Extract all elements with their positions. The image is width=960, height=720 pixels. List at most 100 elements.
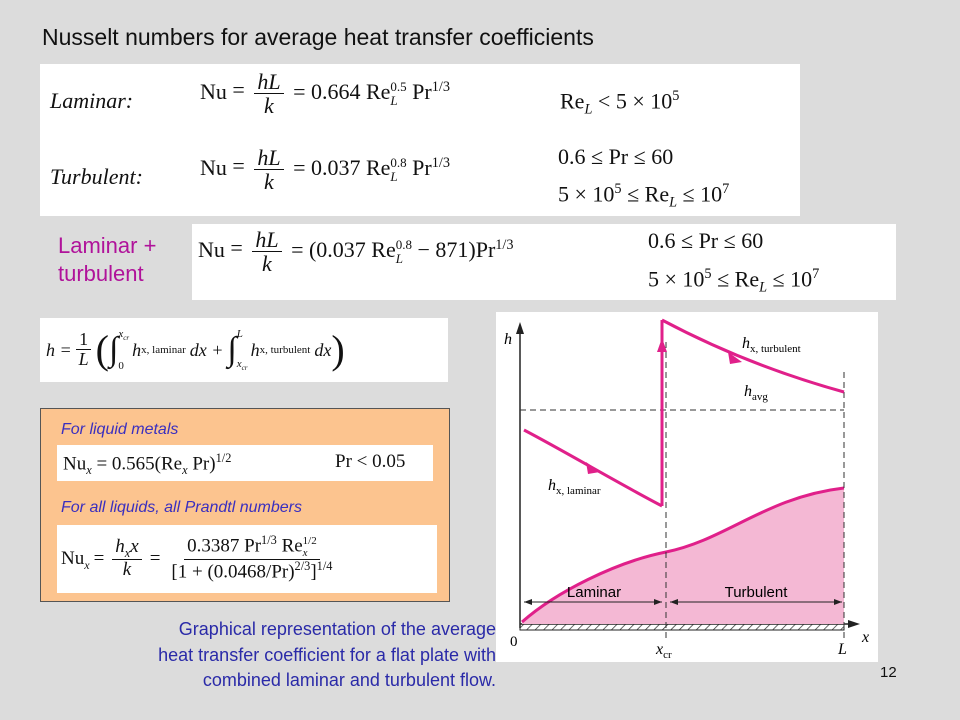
- laminar-region-label: Laminar: [567, 584, 621, 601]
- laminar-re-subscript: L: [390, 93, 398, 109]
- page-number: 12: [880, 664, 897, 681]
- y-axis-arrow: [516, 322, 524, 334]
- nu-symbol: Nu: [198, 237, 225, 263]
- turbulent-condition-1: 0.6 ≤ Pr ≤ 60: [558, 144, 674, 169]
- combined-condition-2: 5 × 105 ≤ ReL ≤ 107: [648, 266, 819, 297]
- comb-cond2-sub: L: [759, 279, 768, 296]
- caption-line3: combined laminar and turbulent flow.: [202, 670, 496, 691]
- integral-sign-1: ∫: [109, 331, 119, 368]
- combined-rhs-a: = (0.037 Re: [291, 237, 396, 263]
- hx-x-over-k-fraction: hxx k: [112, 535, 142, 582]
- flat-plate: [519, 623, 845, 631]
- hL-over-k-fraction: hL k: [254, 146, 284, 195]
- all-den1: k: [122, 559, 132, 581]
- laminar-cond-sub: L: [584, 101, 593, 118]
- combined-re-subscript: L: [395, 251, 403, 267]
- all-num2: 0.3387 Pr: [187, 535, 262, 557]
- turbulent-equation: Nu = hL k = 0.037 Re 0.8 L Pr1/3: [200, 145, 451, 195]
- hL-over-k-fraction: hL k: [252, 228, 282, 276]
- fraction-numerator: 1: [76, 330, 92, 351]
- laminar-cond-rhs: < 5 × 10: [597, 88, 673, 114]
- one-over-L-fraction: 1 L: [76, 330, 92, 370]
- turb-cond2-a: 5 × 10: [558, 181, 615, 207]
- upper-limit-xcr-sub: cr: [123, 334, 130, 343]
- laminar-turbulent-label: Laminar + turbulent: [58, 232, 156, 288]
- all-num1-h: h: [115, 535, 125, 557]
- laminar-condition: ReL < 5 × 105: [560, 88, 679, 119]
- all-num2-exp: 1/3: [261, 533, 277, 548]
- liquid-metals-condition: Pr < 0.05: [335, 451, 406, 472]
- metals-rhs: = 0.565(Re: [96, 453, 183, 475]
- metals-nu-sub: x: [86, 463, 92, 478]
- fraction-numerator: hL: [254, 146, 284, 171]
- metals-nu: Nu: [63, 453, 87, 475]
- laminar-curve-arrow: [586, 462, 600, 474]
- all-num2-re: Re: [281, 535, 303, 557]
- fraction-numerator: hL: [254, 70, 284, 95]
- turb-cond2-sub: L: [669, 194, 678, 211]
- laminar-equation: Nu = hL k = 0.664 Re 0.5 L Pr1/3: [200, 69, 451, 119]
- laminar-re-exponent: 0.5: [390, 78, 407, 94]
- turbulent-pr-exponent: 1/3: [431, 154, 451, 171]
- h-turbulent-symbol: h: [250, 339, 260, 360]
- fraction-denominator: L: [78, 349, 89, 370]
- integral-sign-2: ∫: [227, 331, 237, 368]
- equation-box-combined: Nu = hL k = (0.037 Re 0.8 L − 871)Pr1/3 0.…: [192, 224, 896, 300]
- comb-cond2-a: 5 × 10: [648, 266, 705, 292]
- x-axis-label: x: [861, 629, 869, 646]
- combined-equation: Nu = hL k = (0.037 Re 0.8 L − 871)Pr1/3: [198, 227, 514, 277]
- liquid-metals-equation: Nux = 0.565(Rex Pr)1/2: [63, 451, 231, 478]
- turbulent-rhs: = 0.037 Re: [293, 155, 391, 181]
- turbulent-pr: Pr: [412, 155, 432, 181]
- comb-cond2-exp2: 7: [812, 266, 820, 282]
- lt-label-line2: turbulent: [58, 261, 144, 287]
- h-laminar-symbol: h: [132, 339, 142, 360]
- combined-re-exponent: 0.8: [395, 236, 412, 252]
- liquid-correlations-panel: For liquid metals Nux = 0.565(Rex Pr)1/2…: [40, 408, 450, 602]
- fraction-denominator: k: [264, 93, 274, 119]
- nu-symbol: Nu: [200, 155, 227, 181]
- turb-cond2-c: ≤ 10: [682, 181, 723, 207]
- all-den2-exp2: 1/4: [316, 559, 333, 574]
- x-axis-arrow: [848, 620, 860, 628]
- all-liquids-label: For all liquids, all Prandtl numbers: [61, 499, 302, 516]
- h-turbulent-label: hx, turbulent: [742, 335, 801, 355]
- fraction-denominator: k: [264, 169, 274, 195]
- caption-line2: heat transfer coefficient for a flat pla…: [158, 644, 496, 665]
- all-num2-re-sub: x: [302, 547, 308, 560]
- all-num2-re-exp: 1/2: [302, 535, 317, 548]
- turbulent-region-arrowhead-right: [834, 599, 842, 605]
- turbulent-re-subscript: L: [390, 169, 398, 185]
- transition-arrow: [657, 338, 667, 352]
- metals-rhs2: Pr): [192, 453, 216, 475]
- lt-label-line1: Laminar +: [58, 233, 157, 258]
- heat-transfer-figure: h x 0 hx, turbulent havg hx, laminar: [496, 312, 878, 662]
- turbulent-re-exponent: 0.8: [390, 154, 407, 170]
- laminar-rhs: = 0.664 Re: [293, 79, 391, 105]
- caption-line1: Graphical representation of the average: [178, 619, 496, 639]
- fraction-numerator: hL: [252, 228, 282, 253]
- h-laminar-subscript: x, laminar: [141, 344, 186, 356]
- all-liquids-equation: Nu x = hxx k = 0.3387 Pr1/3 Re 1/2 x [1 + (…: [61, 527, 339, 591]
- origin-label: 0: [510, 634, 518, 650]
- upper-limit-xcr: x: [118, 328, 124, 340]
- all-num1-sub: x: [124, 545, 131, 560]
- hL-over-k-fraction: hL k: [254, 70, 284, 119]
- all-den2: [1 + (0.0468/Pr): [171, 561, 295, 583]
- y-axis-label: h: [504, 331, 512, 348]
- h-turbulent-curve: [661, 318, 845, 394]
- combined-pr-exponent: 1/3: [495, 236, 514, 253]
- lower-limit-xcr-sub: cr: [241, 364, 248, 372]
- laminar-region-arrowhead-left: [524, 599, 532, 605]
- h-turbulent-subscript: x, turbulent: [259, 344, 311, 356]
- turb-cond2-exp: 5: [614, 181, 622, 197]
- comb-cond2-b: ≤ Re: [717, 266, 760, 292]
- nu-symbol: Nu: [200, 79, 227, 105]
- heat-transfer-diagram: h x 0 hx, turbulent havg hx, laminar: [504, 318, 869, 661]
- turbulent-label: Turbulent:: [50, 164, 143, 189]
- combined-rhs-b: − 871)Pr: [417, 237, 496, 263]
- all-nu: Nu: [61, 548, 85, 569]
- L-label: L: [837, 641, 847, 658]
- figure-caption: Graphical representation of the average …: [40, 617, 496, 694]
- h-avg-label: havg: [744, 383, 768, 403]
